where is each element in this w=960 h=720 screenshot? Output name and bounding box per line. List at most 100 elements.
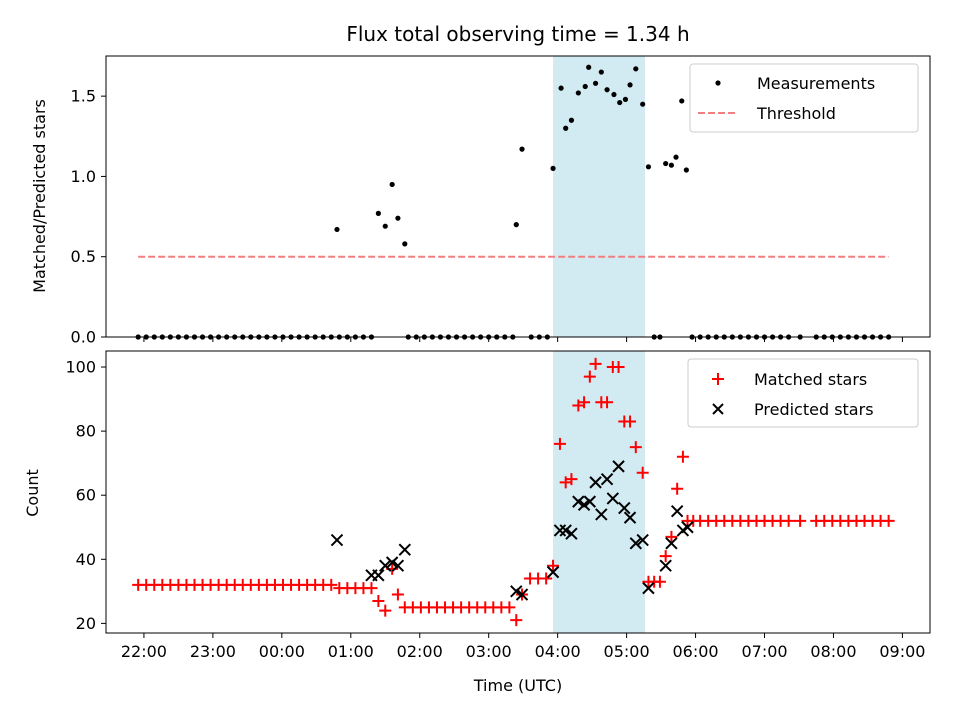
y-tick-label: 1.0 [71, 167, 96, 186]
measurement-point [592, 80, 599, 86]
measurement-point [395, 215, 401, 221]
measurement-point [617, 99, 623, 106]
measurement-point [550, 165, 556, 171]
measurement-point [627, 82, 633, 88]
y-tick-label: 1.5 [71, 87, 96, 106]
x-tick-label: 06:00 [673, 642, 719, 661]
bottom-legend-box [687, 358, 919, 428]
y-tick-label: 80 [76, 422, 96, 441]
bottom-axes-frame [105, 350, 931, 634]
matched-star-point [583, 370, 596, 383]
matched-star-point [676, 450, 689, 463]
y-tick-label: 0.5 [71, 247, 96, 266]
x-tick-label: 23:00 [190, 642, 236, 661]
predicted-star-point [642, 581, 655, 595]
measurement-point [673, 154, 679, 160]
predicted-star-point [681, 521, 694, 534]
matched-star-point [665, 530, 678, 543]
measurement-point [389, 181, 395, 188]
bottom-y-ticks: 20 40 60 80 100 [65, 358, 106, 633]
top-y-ticks: 0.0 0.5 1.0 1.5 [71, 87, 106, 347]
chart-title: Flux total observing time = 1.34 h [346, 22, 689, 46]
predicted-star-point [618, 501, 631, 515]
matched-star-point [589, 357, 602, 370]
x-tick-label: 05:00 [604, 642, 650, 661]
y-tick-label: 100 [65, 358, 96, 377]
measurement-point [558, 85, 564, 91]
legend-threshold-label: Threshold [756, 104, 836, 123]
x-tick-label: 22:00 [121, 642, 167, 661]
y-tick-label: 60 [76, 486, 96, 505]
measurement-point [679, 98, 685, 104]
legend-matched-label: Matched stars [754, 370, 867, 389]
measurement-points [135, 64, 892, 340]
measurement-point [633, 66, 639, 72]
predicted-star-point [583, 495, 597, 508]
matched-star-point [601, 396, 614, 409]
matched-star-point [653, 575, 666, 588]
predicted-star-point [565, 527, 578, 540]
measurement-point [598, 69, 604, 75]
predicted-star-point [629, 537, 643, 550]
measurement-point [334, 226, 340, 233]
x-axis-label: Time (UTC) [473, 676, 562, 695]
x-tick-label: 07:00 [741, 642, 787, 661]
legend-measurements-label: Measurements [757, 74, 875, 93]
matched-star-point [659, 550, 672, 563]
predicted-star-point [559, 524, 572, 537]
top-y-axis-label: Matched/Predicted stars [30, 99, 49, 293]
measurement-point [575, 90, 581, 96]
predicted-star-point [600, 472, 614, 486]
matched-star-point [565, 473, 578, 486]
matched-star-point [365, 582, 378, 595]
predicted-star-point [612, 460, 625, 473]
predicted-star-point [665, 537, 678, 550]
predicted-star-point [595, 508, 608, 521]
measurement-point [640, 101, 646, 107]
x-tick-label: 01:00 [328, 642, 374, 661]
matched-star-points [132, 357, 895, 627]
top-legend-box [689, 63, 919, 133]
y-tick-label: 20 [76, 614, 96, 633]
x-tick-label: 03:00 [466, 642, 512, 661]
y-tick-label: 0.0 [71, 328, 96, 347]
measurement-point [563, 125, 569, 131]
matched-star-point [547, 559, 560, 572]
predicted-star-point [606, 492, 620, 505]
measurement-point [586, 64, 592, 70]
measurement-point [668, 162, 675, 168]
predicted-star-point [577, 498, 591, 512]
top-axes-frame [105, 55, 931, 338]
matched-star-point [553, 437, 566, 450]
predicted-star-point [398, 543, 412, 556]
x-tick-label: 09:00 [879, 642, 925, 661]
y-tick-label: 40 [76, 550, 96, 569]
predicted-star-point [553, 524, 567, 537]
measurement-point [568, 117, 575, 123]
measurement-point [622, 96, 629, 102]
measurement-point [402, 241, 408, 247]
bottom-y-axis-label: Count [23, 469, 42, 517]
x-tick-label: 04:00 [535, 642, 581, 661]
bottom-x-ticks: 22:00 23:00 00:00 01:00 02:00 03:00 04:00 05:00… [121, 633, 925, 661]
matched-star-point [540, 572, 553, 585]
predicted-star-point [391, 559, 405, 572]
top-highlight-span [553, 56, 645, 337]
legend-matched-marker [712, 373, 724, 385]
legend-measurements-marker [715, 80, 721, 86]
legend-predicted-label: Predicted stars [754, 400, 874, 419]
matched-star-point [510, 614, 523, 627]
matched-star-point [503, 601, 516, 614]
matched-star-point [636, 466, 649, 479]
predicted-star-point [636, 533, 649, 547]
matched-star-point [391, 588, 404, 601]
matched-star-point [624, 415, 637, 428]
matched-star-point [325, 578, 338, 591]
measurement-point [375, 210, 381, 216]
measurement-point [611, 91, 617, 98]
legend-predicted-marker [712, 403, 724, 415]
predicted-star-point [572, 495, 585, 508]
matched-star-point [612, 361, 625, 374]
x-tick-label: 08:00 [810, 642, 856, 661]
measurement-point [645, 164, 652, 170]
